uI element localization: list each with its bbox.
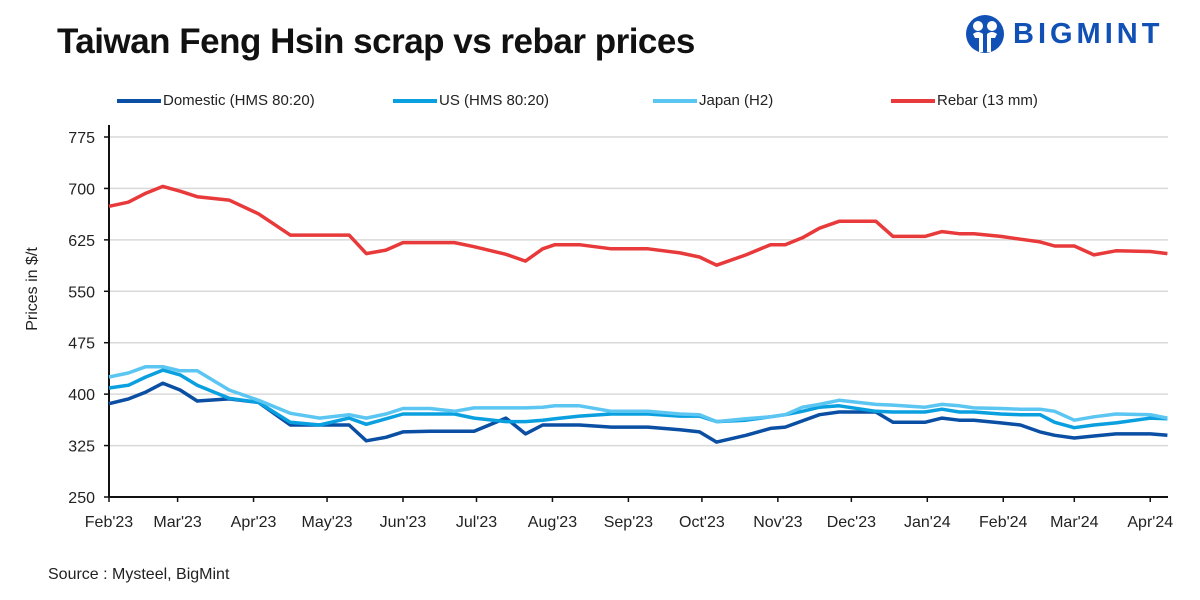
series-line-rebar (108, 184, 1168, 267)
x-tick-label: Feb'24 (979, 514, 1028, 531)
x-tick-label: Nov'23 (753, 514, 802, 531)
logo-text: BIGMINT (1013, 17, 1164, 50)
y-tick-label: 325 (68, 439, 95, 456)
series-line-japan (108, 364, 1168, 424)
series-line-us (108, 368, 1168, 430)
legend-item-domestic: Domestic (HMS 80:20) (117, 92, 393, 109)
legend: Domestic (HMS 80:20) US (HMS 80:20) Japa… (117, 92, 1038, 109)
legend-label: Japan (H2) (699, 92, 774, 109)
x-tick-label: Jun'23 (380, 514, 427, 531)
legend-item-japan: Japan (H2) (653, 92, 891, 109)
legend-label: US (HMS 80:20) (439, 92, 550, 109)
chart-title: Taiwan Feng Hsin scrap vs rebar prices (57, 22, 695, 61)
x-tick-label: Apr'23 (231, 514, 277, 531)
logo-people-icon (966, 15, 1004, 53)
legend-swatch (653, 98, 697, 103)
x-tick-label: Oct'23 (679, 514, 725, 531)
y-tick-label: 400 (68, 387, 95, 404)
y-tick-label: 250 (68, 490, 95, 507)
legend-label: Domestic (HMS 80:20) (163, 92, 315, 109)
x-tick-label: Aug'23 (528, 514, 577, 531)
x-tick-label: Jan'24 (904, 514, 951, 531)
x-tick-label: May'23 (302, 514, 353, 531)
x-tick-label: Dec'23 (827, 514, 876, 531)
legend-swatch (117, 98, 161, 103)
y-tick-label: 475 (68, 336, 95, 353)
x-tick-label: Jul'23 (456, 514, 497, 531)
y-tick-label: 625 (68, 233, 95, 250)
legend-swatch (891, 98, 935, 103)
bigmint-logo: BIGMINT (965, 14, 1163, 54)
x-tick-label: Sep'23 (604, 514, 653, 531)
x-tick-label: Mar'24 (1050, 514, 1099, 531)
y-tick-label: 775 (68, 130, 95, 147)
legend-item-rebar: Rebar (13 mm) (891, 92, 1038, 109)
y-tick-label: 700 (68, 181, 95, 198)
legend-item-us: US (HMS 80:20) (393, 92, 653, 109)
x-tick-label: Apr'24 (1127, 514, 1173, 531)
legend-label: Rebar (13 mm) (937, 92, 1038, 109)
legend-swatch (393, 98, 437, 103)
series-line-domestic (108, 381, 1168, 444)
x-tick-label: Mar'23 (153, 514, 202, 531)
y-tick-label: 550 (68, 284, 95, 301)
source-note: Source : Mysteel, BigMint (48, 566, 230, 583)
x-tick-label: Feb'23 (85, 514, 134, 531)
